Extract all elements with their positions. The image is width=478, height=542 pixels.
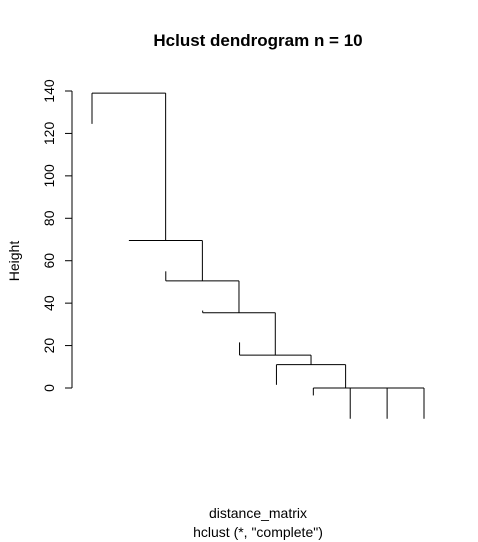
y-tick-label: 60 — [41, 253, 57, 269]
y-axis-label: Height — [6, 241, 22, 282]
y-tick-label: 100 — [41, 164, 57, 188]
dendrogram-links — [91, 92, 425, 419]
x-axis-subtitle: hclust (*, "complete") — [193, 524, 323, 540]
y-tick-label: 120 — [41, 122, 57, 146]
y-axis: 0 20 40 60 80 100 120 140 — [41, 79, 73, 392]
y-tick-label: 20 — [41, 338, 57, 354]
y-tick-label: 0 — [41, 384, 57, 392]
x-axis-label: distance_matrix — [209, 505, 307, 521]
y-tick-label: 40 — [41, 295, 57, 311]
chart-title: Hclust dendrogram n = 10 — [153, 31, 362, 50]
y-tick-label: 140 — [41, 79, 57, 103]
y-tick-label: 80 — [41, 210, 57, 226]
